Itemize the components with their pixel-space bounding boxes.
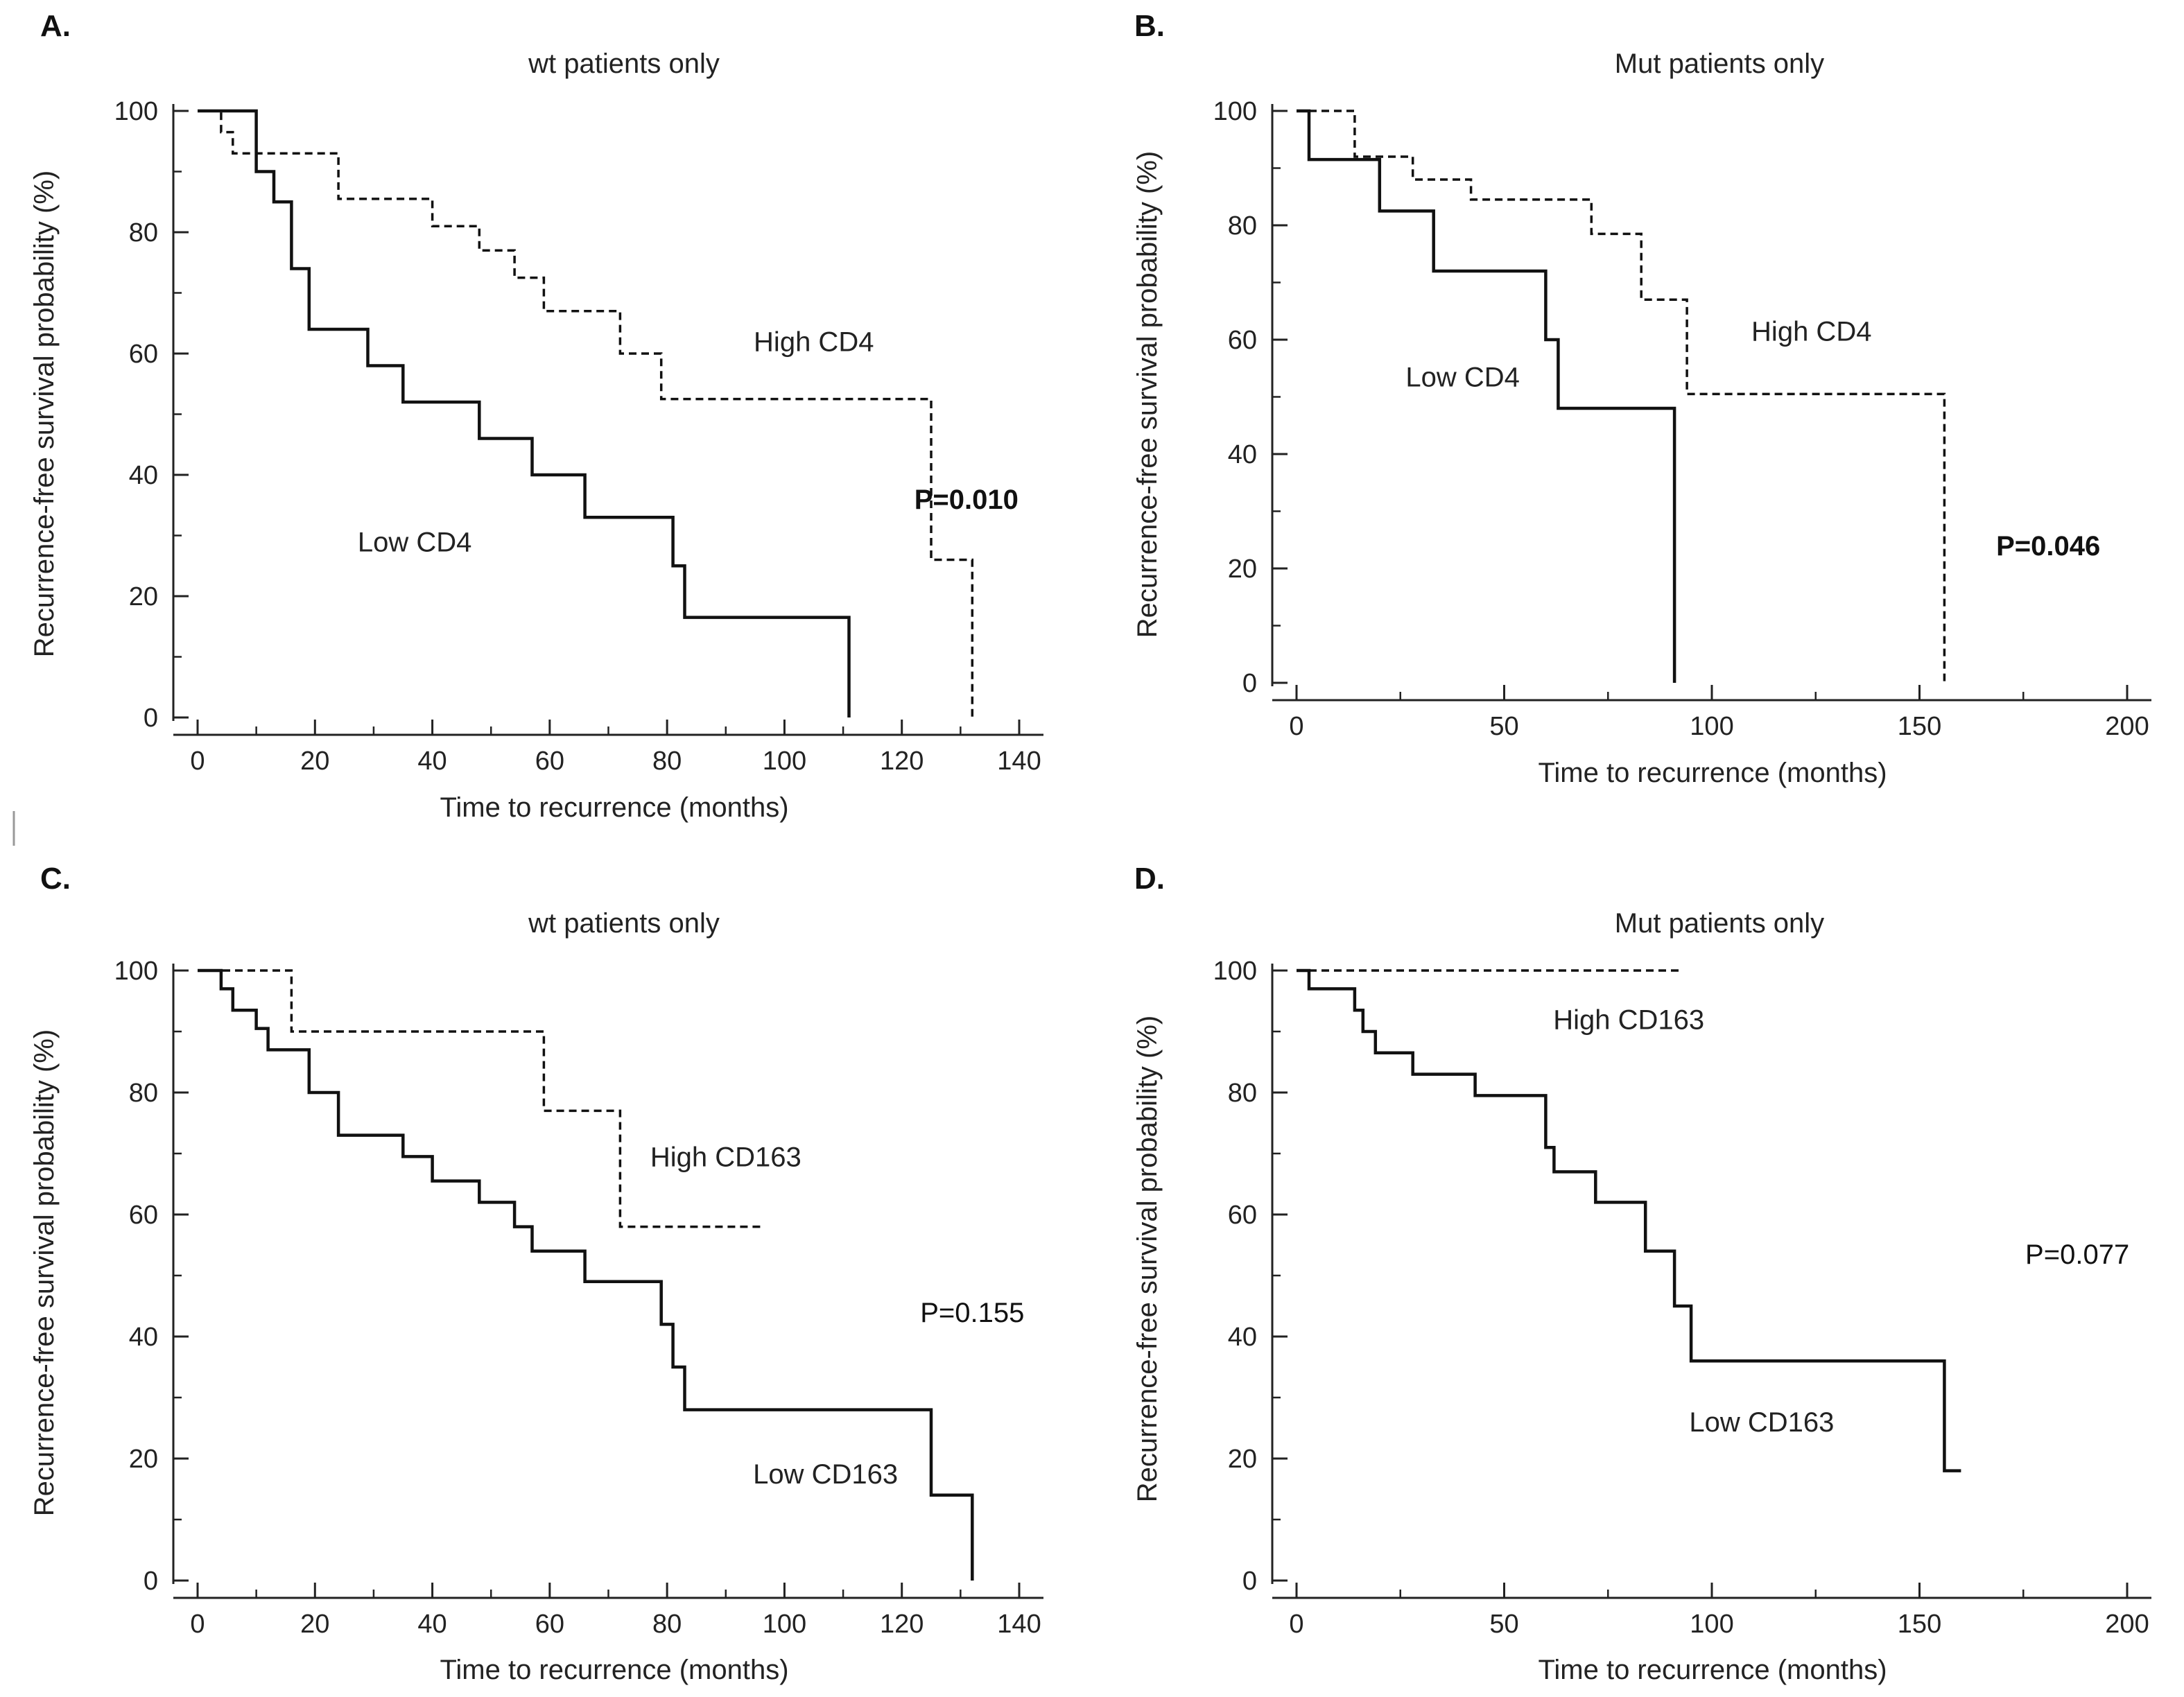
panel-b-ytick-label: 80 xyxy=(1228,211,1257,241)
panel-a-ytick-label: 60 xyxy=(129,340,158,369)
panel-c-ytick-label: 60 xyxy=(129,1201,158,1230)
panel-d-letter: D. xyxy=(1134,862,1165,896)
panel-c-xtick-label: 60 xyxy=(535,1610,564,1639)
panel-a-title: wt patients only xyxy=(528,49,720,79)
panel-b-ytick-label: 60 xyxy=(1228,326,1257,355)
panel-b-xtick-label: 0 xyxy=(1289,712,1303,741)
panel-c-curve-label: High CD163 xyxy=(650,1142,801,1172)
panel-b-curve-label: High CD4 xyxy=(1751,317,1871,347)
panel-c-xtick-label: 80 xyxy=(652,1610,682,1639)
panel-c: C. wt patients only 0 20 40 60 80 100 0 20 40 60 8… xyxy=(29,862,1043,1685)
panel-c-xtick-label: 20 xyxy=(300,1610,329,1639)
panel-c-ytick-label: 100 xyxy=(114,957,158,986)
panel-d-xtick-label: 200 xyxy=(2105,1610,2149,1639)
panel-b-xtick-label: 100 xyxy=(1690,712,1733,741)
panel-b-ytick-label: 40 xyxy=(1228,440,1257,469)
panel-d-ytick-label: 0 xyxy=(1242,1567,1257,1596)
panel-a-letter: A. xyxy=(40,9,71,43)
panel-c-xtick-label: 100 xyxy=(763,1610,806,1639)
panel-b-curve-label: Low CD4 xyxy=(1405,363,1520,393)
panel-a-ytick-label: 40 xyxy=(129,461,158,490)
panel-d-xtick-label: 50 xyxy=(1489,1610,1518,1639)
panel-b-ytick-label: 100 xyxy=(1213,97,1257,126)
panel-b-series-high-cd4 xyxy=(1297,110,1946,683)
panel-c-ytick-label: 40 xyxy=(129,1323,158,1352)
panel-b-letter: B. xyxy=(1134,9,1165,43)
panel-a-plot: 0 20 40 60 80 100 0 20 40 60 80 100 120 140 High CD4 Lo… xyxy=(114,97,1043,776)
panel-c-p-value: P=0.155 xyxy=(920,1298,1024,1328)
panel-a-p-value: P=0.010 xyxy=(915,485,1019,515)
panel-a-ytick-label: 80 xyxy=(129,218,158,247)
panel-c-letter: C. xyxy=(40,862,71,896)
panel-b-p-value: P=0.046 xyxy=(1996,531,2100,562)
panel-d-ylabel: Recurrence-free survival probability (%) xyxy=(1132,1016,1163,1502)
panel-c-series-high-cd163 xyxy=(198,969,761,1228)
panel-d-ytick-label: 100 xyxy=(1213,957,1257,986)
panel-a-xtick-label: 20 xyxy=(300,747,329,776)
panel-a-xtick-label: 80 xyxy=(652,747,682,776)
panel-b-ytick-label: 0 xyxy=(1242,669,1257,698)
panel-d-curve-label: High CD163 xyxy=(1553,1004,1704,1035)
panel-c-xlabel: Time to recurrence (months) xyxy=(440,1655,788,1685)
panel-d-plot: 0 20 40 60 80 100 0 50 100 150 200 High CD163 Low CD… xyxy=(1213,957,2151,1639)
panel-c-ytick-label: 0 xyxy=(144,1567,158,1596)
panel-a-xlabel: Time to recurrence (months) xyxy=(440,792,788,823)
panel-a-xtick-label: 140 xyxy=(997,747,1041,776)
panel-b-xtick-label: 150 xyxy=(1898,712,1941,741)
panel-a-xtick-label: 60 xyxy=(535,747,564,776)
panel-a-curve-label: High CD4 xyxy=(754,327,874,358)
panel-c-ytick-label: 20 xyxy=(129,1445,158,1474)
panel-a-ytick-label: 0 xyxy=(144,704,158,733)
panel-d-xtick-label: 0 xyxy=(1289,1610,1303,1639)
panel-b-xtick-label: 50 xyxy=(1489,712,1518,741)
panel-d-ytick-label: 60 xyxy=(1228,1201,1257,1230)
panel-d-title: Mut patients only xyxy=(1615,908,1824,939)
panel-a-xtick-label: 0 xyxy=(190,747,205,776)
panel-c-xtick-label: 0 xyxy=(190,1610,205,1639)
panel-b-xtick-label: 200 xyxy=(2105,712,2149,741)
panel-b: B. Mut patients only 0 20 40 60 80 100 0 50 100 1… xyxy=(1132,9,2151,788)
panel-d-p-value: P=0.077 xyxy=(2025,1239,2129,1270)
panel-d-xtick-label: 100 xyxy=(1690,1610,1733,1639)
panel-c-ytick-label: 80 xyxy=(129,1079,158,1108)
panel-a-xtick-label: 40 xyxy=(417,747,447,776)
panel-c-title: wt patients only xyxy=(528,908,720,939)
panel-d-xlabel: Time to recurrence (months) xyxy=(1538,1655,1887,1685)
panel-b-ylabel: Recurrence-free survival probability (%) xyxy=(1132,151,1163,638)
panel-c-xtick-label: 120 xyxy=(880,1610,924,1639)
panel-c-series-low-cd163 xyxy=(198,968,974,1581)
panel-d: D. Mut patients only 0 20 40 60 80 100 0 50 100 1… xyxy=(1132,862,2151,1685)
panel-d-ytick-label: 40 xyxy=(1228,1323,1257,1352)
panel-c-xtick-label: 140 xyxy=(997,1610,1041,1639)
panel-a-series-high-cd4 xyxy=(198,110,974,717)
panel-a: A. wt patients only 0 20 40 60 80 100 0 20 40 60 8… xyxy=(29,9,1043,823)
panel-d-xtick-label: 150 xyxy=(1898,1610,1941,1639)
panel-a-ytick-label: 20 xyxy=(129,582,158,611)
panel-a-curve-label: Low CD4 xyxy=(358,527,472,557)
panel-b-xlabel: Time to recurrence (months) xyxy=(1538,758,1887,788)
panel-b-series-low-cd4 xyxy=(1297,109,1676,683)
panel-a-xtick-label: 120 xyxy=(880,747,924,776)
panel-a-ylabel: Recurrence-free survival probability (%) xyxy=(29,171,60,657)
panel-d-ytick-label: 20 xyxy=(1228,1445,1257,1474)
panel-b-plot: 0 20 40 60 80 100 0 50 100 150 200 High CD4 Low CD4 P… xyxy=(1213,97,2151,741)
panel-d-series-low-cd163 xyxy=(1297,968,1961,1472)
panel-a-xtick-label: 100 xyxy=(763,747,806,776)
panel-b-ytick-label: 20 xyxy=(1228,555,1257,584)
panel-d-ytick-label: 80 xyxy=(1228,1079,1257,1108)
panel-d-curve-label: Low CD163 xyxy=(1689,1407,1834,1438)
panel-c-curve-label: Low CD163 xyxy=(753,1459,898,1490)
panel-c-xtick-label: 40 xyxy=(417,1610,447,1639)
panel-a-series-low-cd4 xyxy=(198,109,851,717)
panel-a-ytick-label: 100 xyxy=(114,97,158,126)
panel-b-title: Mut patients only xyxy=(1615,49,1824,79)
panel-c-plot: 0 20 40 60 80 100 0 20 40 60 80 100 120 140 High CD163… xyxy=(114,957,1043,1639)
panel-c-ylabel: Recurrence-free survival probability (%) xyxy=(29,1029,60,1516)
